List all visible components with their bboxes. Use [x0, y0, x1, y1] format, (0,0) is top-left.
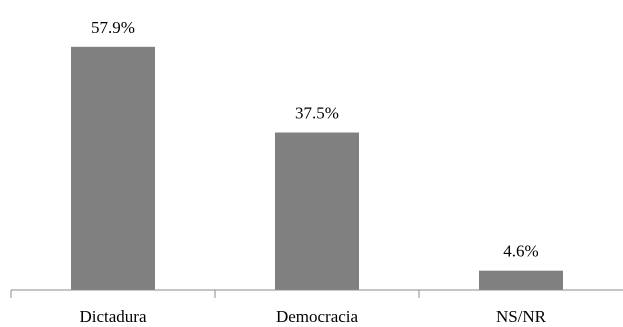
x-tick-label: NS/NR: [496, 307, 547, 326]
x-axis-tick-labels-group: Dictadura Democracia NS/NR: [79, 307, 546, 326]
data-labels-group: 57.9% 37.5% 4.6%: [91, 18, 539, 261]
bar-dictadura: [71, 46, 155, 290]
data-label: 57.9%: [91, 18, 135, 37]
bar-democracia: [275, 132, 359, 290]
x-tick-label: Dictadura: [79, 307, 146, 326]
x-axis-ticks-group: [10, 290, 420, 298]
bars-group: [71, 46, 563, 290]
bar-ns-nr: [479, 270, 563, 290]
data-label: 4.6%: [503, 242, 538, 261]
x-tick-label: Democracia: [276, 307, 359, 326]
data-label: 37.5%: [295, 104, 339, 123]
